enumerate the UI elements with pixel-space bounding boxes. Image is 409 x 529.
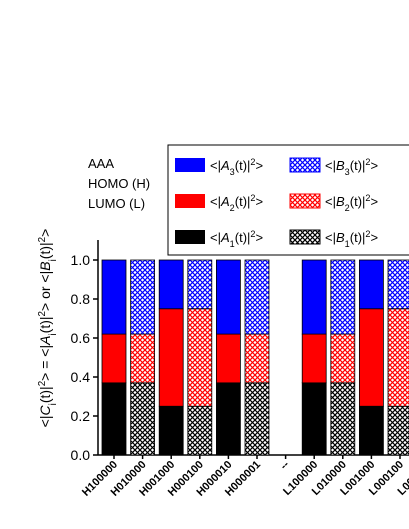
bar-segment: [330, 259, 356, 335]
bar-segment: [158, 259, 184, 310]
bar-segment: [101, 259, 127, 335]
legend-swatch: [175, 194, 205, 208]
bar-segment: [130, 333, 156, 384]
y-axis-label: <|Ci(t)|2> = <|Ai(t)|2> or <|Bi(t)|2>: [37, 229, 59, 428]
annotation: LUMO (L): [88, 196, 145, 211]
legend-swatch: [175, 230, 205, 244]
bar-segment: [158, 405, 184, 456]
bar-segment: [330, 382, 356, 456]
bar-segment: [215, 333, 241, 384]
y-tick-label: 0.2: [71, 408, 91, 424]
legend-swatch: [175, 158, 205, 172]
bar-segment: [101, 382, 127, 456]
legend-label: <|B2(t)|2>: [325, 193, 378, 213]
legend-box: [167, 144, 409, 256]
bar-segment: [387, 308, 409, 407]
legend-label: <|B1(t)|2>: [325, 229, 378, 249]
bar-segment: [215, 259, 241, 335]
annotation: AAA: [88, 156, 114, 171]
bar-segment: [358, 405, 384, 456]
y-tick-label: 0.0: [71, 447, 91, 463]
x-tick-label: --: [278, 458, 292, 472]
bar-segment: [387, 259, 409, 310]
bar-segment: [387, 405, 409, 456]
bar-segment: [358, 259, 384, 310]
legend-swatch: [289, 157, 321, 173]
bar-segment: [358, 308, 384, 407]
legend-label: <|A3(t)|2>: [210, 157, 263, 177]
bar-segment: [101, 333, 127, 384]
y-tick-label: 1.0: [71, 252, 91, 268]
legend-label: <|A1(t)|2>: [210, 229, 263, 249]
bar-segment: [301, 333, 327, 384]
bar-segment: [301, 382, 327, 456]
bar-segment: [130, 382, 156, 456]
bar-segment: [187, 259, 213, 310]
legend-swatch: [289, 193, 321, 209]
legend-label: <|B3(t)|2>: [325, 157, 378, 177]
bar-segment: [301, 259, 327, 335]
legend-swatch: [289, 229, 321, 245]
y-tick-label: 0.6: [71, 330, 91, 346]
bar-segment: [158, 308, 184, 407]
y-tick-label: 0.4: [71, 369, 91, 385]
bar-segment: [244, 333, 270, 384]
bar-segment: [187, 308, 213, 407]
bar-segment: [244, 259, 270, 335]
bar-segment: [130, 259, 156, 335]
bar-segment: [215, 382, 241, 456]
bar-segment: [187, 405, 213, 456]
y-tick-label: 0.8: [71, 291, 91, 307]
bar-segment: [330, 333, 356, 384]
bar-segment: [244, 382, 270, 456]
legend-label: <|A2(t)|2>: [210, 193, 263, 213]
annotation: HOMO (H): [88, 176, 150, 191]
